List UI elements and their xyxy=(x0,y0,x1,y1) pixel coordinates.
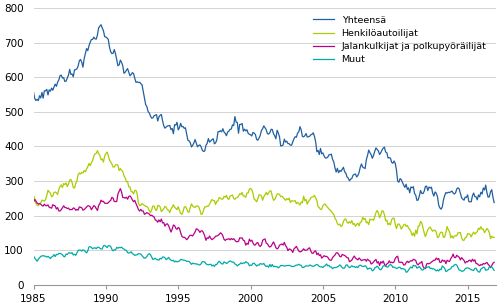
Henkilöautoilijat xyxy=(328,209,334,213)
Yhteensä xyxy=(30,90,36,94)
Jalankulkijat ja polkupyöräilijät xyxy=(491,261,497,264)
Jalankulkijat ja polkupyöräilijät xyxy=(328,258,334,262)
Yhteensä xyxy=(360,165,366,169)
Line: Muut: Muut xyxy=(34,245,494,272)
Jalankulkijat ja polkupyöräilijät xyxy=(175,225,181,229)
Muut xyxy=(403,270,409,274)
Muut xyxy=(360,265,366,268)
Line: Jalankulkijat ja polkupyöräilijät: Jalankulkijat ja polkupyöräilijät xyxy=(34,189,494,269)
Yhteensä xyxy=(438,207,444,211)
Jalankulkijat ja polkupyöräilijät xyxy=(360,258,366,262)
Jalankulkijat ja polkupyöräilijät xyxy=(422,267,428,270)
Jalankulkijat ja polkupyöräilijät xyxy=(30,200,36,204)
Yhteensä xyxy=(491,201,497,205)
Henkilöautoilijat xyxy=(360,216,366,219)
Jalankulkijat ja polkupyöräilijät xyxy=(282,241,288,244)
Line: Henkilöautoilijat: Henkilöautoilijat xyxy=(34,151,494,240)
Henkilöautoilijat xyxy=(491,236,497,239)
Jalankulkijat ja polkupyöräilijät xyxy=(118,187,124,191)
Henkilöautoilijat xyxy=(30,193,36,197)
Henkilöautoilijat xyxy=(282,197,288,201)
Muut xyxy=(352,265,358,268)
Jalankulkijat ja polkupyöräilijät xyxy=(122,196,128,200)
Henkilöautoilijat xyxy=(352,222,358,225)
Jalankulkijat ja polkupyöräilijät xyxy=(352,254,358,258)
Yhteensä xyxy=(352,172,358,176)
Muut xyxy=(282,264,288,268)
Henkilöautoilijat xyxy=(175,205,181,209)
Muut xyxy=(122,248,128,252)
Yhteensä xyxy=(98,23,104,26)
Henkilöautoilijat xyxy=(461,238,467,242)
Muut xyxy=(491,269,497,272)
Muut xyxy=(30,254,36,258)
Muut xyxy=(175,260,181,263)
Yhteensä xyxy=(282,137,288,141)
Legend: Yhteensä, Henkilöautoilijat, Jalankulkijat ja polkupyöräilijät, Muut: Yhteensä, Henkilöautoilijat, Jalankulkij… xyxy=(314,16,486,64)
Muut xyxy=(328,265,334,269)
Yhteensä xyxy=(122,71,128,74)
Line: Yhteensä: Yhteensä xyxy=(34,25,494,209)
Henkilöautoilijat xyxy=(94,149,100,152)
Henkilöautoilijat xyxy=(122,176,128,180)
Yhteensä xyxy=(328,152,334,156)
Muut xyxy=(102,244,107,247)
Yhteensä xyxy=(175,128,181,132)
